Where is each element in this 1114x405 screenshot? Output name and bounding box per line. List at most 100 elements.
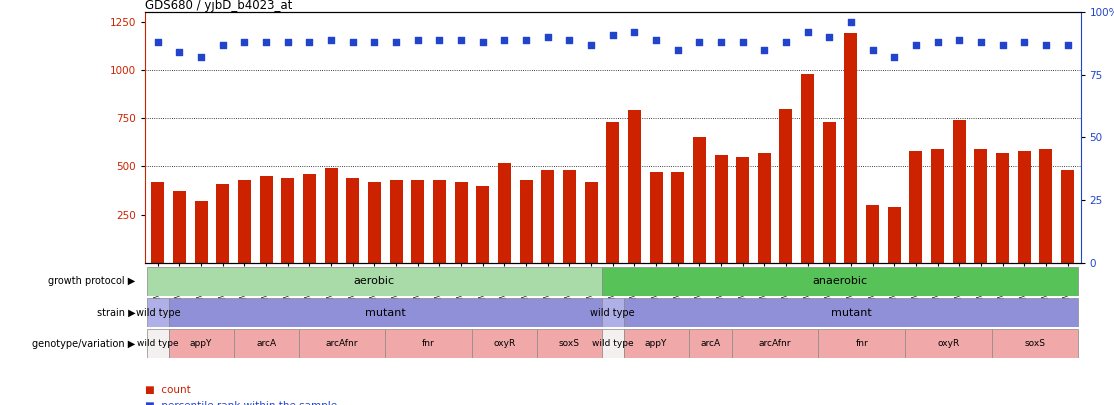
Bar (411, 180, 424, 263)
Point (691, 39, 709, 45)
Point (799, 29, 817, 36)
Bar (519, 180, 532, 263)
Point (907, 41, 925, 48)
Point (193, 54, 211, 60)
Point (149, 39, 167, 45)
Bar (585, 182, 597, 263)
Bar (385, 329, 472, 358)
Point (625, 29, 643, 36)
Bar (147, 329, 168, 358)
Point (560, 36, 578, 43)
Text: appY: appY (645, 339, 667, 348)
Point (820, 34, 838, 40)
Text: wild type: wild type (592, 339, 634, 348)
Bar (368, 182, 381, 263)
Bar (624, 329, 688, 358)
Bar (537, 329, 602, 358)
Point (1015, 39, 1033, 45)
Bar (390, 180, 402, 263)
Text: genotype/variation ▶: genotype/variation ▶ (32, 339, 136, 349)
Point (950, 36, 968, 43)
Bar (168, 298, 602, 327)
Point (668, 47, 686, 53)
Bar (888, 207, 901, 263)
Text: anaerobic: anaerobic (812, 277, 868, 286)
Bar (152, 182, 165, 263)
Bar (168, 329, 234, 358)
Bar (234, 329, 299, 358)
Bar (649, 172, 663, 263)
Point (365, 39, 383, 45)
Bar (281, 178, 294, 263)
Point (409, 36, 427, 43)
Bar (975, 149, 987, 263)
Text: wild type: wild type (137, 339, 178, 348)
Bar (823, 122, 836, 263)
Bar (324, 168, 338, 263)
Point (517, 36, 535, 43)
Text: arcAfnr: arcAfnr (325, 339, 359, 348)
Bar (693, 138, 706, 263)
Bar (758, 153, 771, 263)
Bar (147, 267, 602, 296)
Point (842, 19, 860, 26)
Point (278, 39, 296, 45)
Text: growth protocol ▶: growth protocol ▶ (48, 277, 136, 286)
Text: ■  count: ■ count (145, 385, 190, 395)
Text: arcAfnr: arcAfnr (759, 339, 791, 348)
Text: oxyR: oxyR (937, 339, 959, 348)
Text: ■  percentile rank within the sample: ■ percentile rank within the sample (145, 401, 336, 405)
Bar (563, 170, 576, 263)
Bar (346, 178, 359, 263)
Bar (147, 298, 168, 327)
Point (430, 36, 448, 43)
Text: mutant: mutant (365, 308, 405, 318)
Bar (628, 111, 641, 263)
Bar (931, 149, 945, 263)
Point (496, 36, 514, 43)
Bar (173, 192, 186, 263)
Bar (455, 182, 468, 263)
Point (604, 32, 622, 38)
Bar (498, 162, 511, 263)
Bar (991, 329, 1078, 358)
Bar (602, 267, 1078, 296)
Point (473, 39, 491, 45)
Bar (996, 153, 1009, 263)
Bar (801, 74, 814, 263)
Bar (606, 122, 619, 263)
Text: fnr: fnr (856, 339, 868, 348)
Bar (732, 329, 819, 358)
Bar (1018, 151, 1030, 263)
Point (388, 39, 405, 45)
Point (301, 39, 319, 45)
Text: wild type: wild type (590, 308, 635, 318)
Bar (780, 109, 792, 263)
Point (1037, 41, 1055, 48)
Bar (195, 201, 207, 263)
Point (755, 47, 773, 53)
Bar (909, 151, 922, 263)
Point (886, 54, 903, 60)
Bar (472, 329, 537, 358)
Bar (714, 155, 727, 263)
Bar (541, 170, 554, 263)
Point (257, 39, 275, 45)
Point (734, 39, 752, 45)
Text: strain ▶: strain ▶ (97, 308, 136, 318)
Bar (602, 329, 624, 358)
Bar (1061, 170, 1074, 263)
Text: oxyR: oxyR (494, 339, 516, 348)
Point (863, 47, 881, 53)
Bar (905, 329, 991, 358)
Bar (477, 186, 489, 263)
Point (235, 39, 253, 45)
Bar (260, 176, 273, 263)
Text: arcA: arcA (256, 339, 276, 348)
Text: soxS: soxS (559, 339, 580, 348)
Bar (952, 120, 966, 263)
Point (647, 36, 665, 43)
Bar (299, 329, 385, 358)
Bar (844, 33, 858, 263)
Text: fnr: fnr (422, 339, 434, 348)
